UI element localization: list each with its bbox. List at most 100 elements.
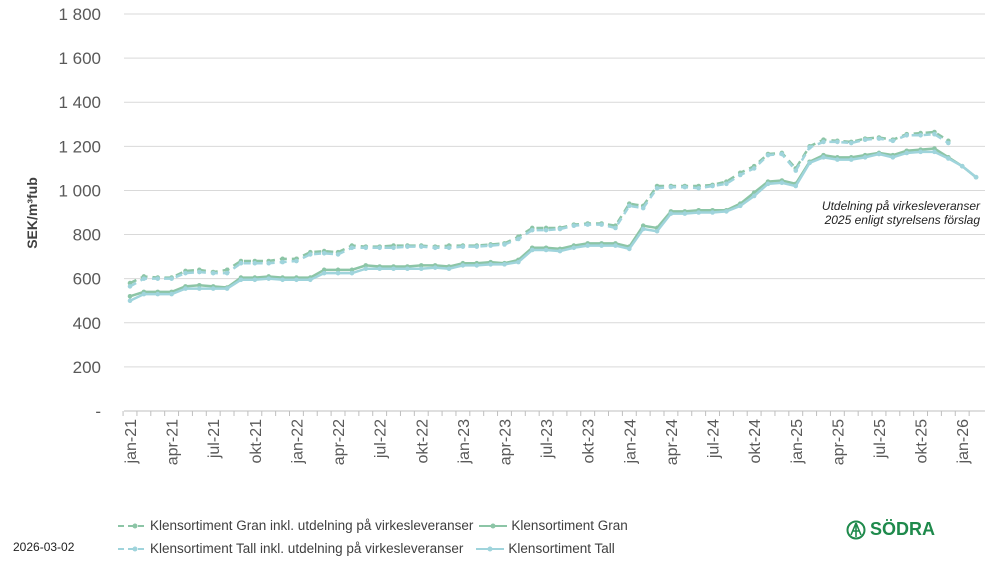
- data-point: [876, 151, 882, 157]
- data-point: [127, 284, 133, 289]
- data-point: [821, 139, 826, 145]
- x-tick-label: jul-23: [539, 419, 556, 459]
- data-point: [488, 243, 493, 248]
- x-tick-label: jan-22: [289, 419, 306, 465]
- data-point: [335, 267, 341, 273]
- data-point: [793, 183, 799, 189]
- data-point: [654, 228, 660, 234]
- data-point: [627, 246, 632, 252]
- logo-text: SÖDRA: [870, 519, 936, 539]
- data-point: [751, 193, 757, 199]
- data-point: [418, 244, 424, 249]
- legend-item-tall-incl: Klensortiment Tall inkl. utdelning på vi…: [118, 541, 463, 556]
- data-point: [210, 286, 216, 291]
- series-2: [127, 131, 951, 289]
- data-point: [183, 286, 188, 291]
- data-point: [585, 243, 591, 248]
- x-axis: jan-21 apr-21 jul-21 okt-21 jan-22 apr-22 jul-…: [122, 411, 972, 465]
- x-tick-label: jul-21: [206, 419, 223, 459]
- data-point: [377, 245, 382, 251]
- data-point: [529, 247, 535, 253]
- legend-label: Klensortiment Gran inkl. utdelning på vi…: [150, 518, 474, 533]
- data-point: [682, 211, 688, 216]
- data-point: [363, 245, 369, 251]
- data-point: [710, 183, 715, 189]
- report-date: 2026-03-02: [13, 540, 75, 554]
- plot-area: [127, 129, 979, 304]
- data-point: [640, 223, 646, 229]
- data-point: [405, 266, 410, 272]
- data-point: [599, 243, 604, 248]
- data-point: [418, 263, 424, 268]
- y-axis: - 200 400 600 800 1 000 1 200 1 400 1 600 1 800: [58, 5, 101, 421]
- data-point: [252, 260, 258, 266]
- y-tick-label: 1 200: [58, 137, 101, 156]
- data-point: [169, 276, 174, 281]
- data-point: [543, 247, 549, 253]
- y-tick-label: 400: [73, 314, 101, 333]
- series-line: [129, 132, 950, 288]
- x-tick-label: apr-25: [830, 419, 847, 465]
- data-point: [918, 149, 923, 155]
- x-tick-label: jul-25: [872, 419, 889, 459]
- y-tick-label: 200: [73, 358, 101, 377]
- data-point: [197, 269, 202, 275]
- x-tick-label: okt-21: [248, 419, 265, 464]
- data-point: [294, 258, 299, 264]
- data-point: [210, 270, 216, 276]
- legend-item-tall: Klensortiment Tall: [476, 541, 615, 556]
- data-point: [474, 263, 480, 268]
- y-tick-label: 800: [73, 226, 101, 245]
- data-point: [946, 140, 951, 146]
- data-point: [724, 209, 729, 214]
- data-point: [904, 133, 910, 138]
- data-point: [848, 140, 854, 146]
- data-point: [446, 266, 452, 272]
- data-point: [904, 150, 910, 156]
- y-axis-label: SEK/m³fub: [24, 177, 40, 249]
- data-point: [932, 146, 937, 151]
- data-point: [862, 155, 868, 160]
- data-point: [571, 223, 577, 229]
- data-point: [571, 245, 577, 251]
- data-point: [973, 174, 979, 180]
- data-point: [280, 259, 285, 265]
- data-point: [488, 262, 493, 267]
- data-point: [308, 277, 313, 283]
- x-tick-label: jan-26: [955, 419, 972, 465]
- x-tick-label: apr-21: [165, 419, 182, 465]
- data-point: [890, 138, 896, 144]
- data-point: [779, 151, 785, 157]
- data-point: [405, 244, 410, 249]
- data-point: [516, 236, 521, 242]
- data-point: [835, 157, 840, 162]
- data-point: [446, 245, 452, 251]
- annotation-line-2: 2025 enligt styrelsens förslag: [824, 213, 981, 227]
- data-point: [363, 266, 369, 272]
- data-point: [321, 267, 327, 273]
- data-point: [460, 244, 466, 249]
- legend-label: Klensortiment Gran: [511, 518, 628, 533]
- y-tick-label: 1 400: [58, 93, 101, 112]
- x-tick-label: apr-23: [497, 419, 514, 465]
- data-point: [335, 270, 341, 276]
- data-point: [224, 286, 230, 291]
- data-point: [696, 185, 701, 191]
- data-point: [932, 149, 937, 155]
- x-tick-label: okt-23: [581, 419, 598, 464]
- x-tick-label: jul-24: [706, 419, 723, 459]
- x-tick-label: okt-24: [747, 419, 764, 464]
- data-point: [266, 276, 272, 281]
- data-point: [890, 155, 896, 160]
- x-tick-label: jan-23: [456, 419, 473, 465]
- series-3: [127, 149, 979, 304]
- solid-line-marker-icon: [476, 546, 505, 551]
- legend-item-gran: Klensortiment Gran: [479, 518, 628, 533]
- data-point: [668, 184, 674, 190]
- x-tick-label: jan-25: [789, 419, 806, 465]
- data-point: [557, 226, 563, 232]
- data-point: [141, 291, 147, 297]
- data-point: [391, 245, 396, 251]
- data-point: [724, 181, 729, 187]
- data-point: [585, 222, 591, 227]
